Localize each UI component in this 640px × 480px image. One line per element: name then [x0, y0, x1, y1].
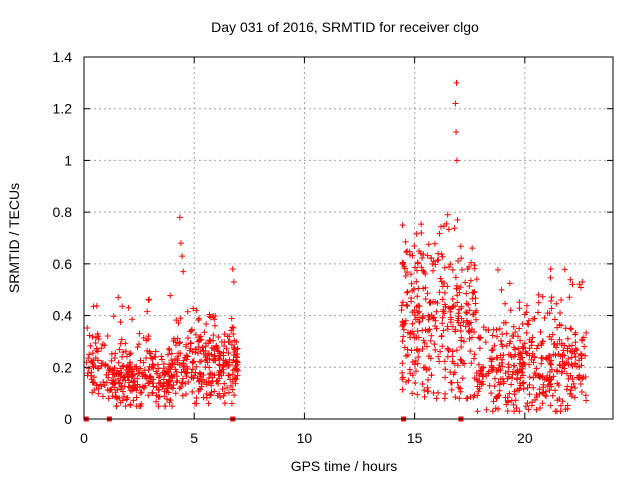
y-tick-label: 0 — [64, 411, 72, 427]
y-tick-label: 0.6 — [53, 256, 73, 272]
y-tick-label: 0.2 — [53, 359, 73, 375]
x-tick-label: 10 — [297, 430, 313, 446]
y-tick-label: 0.8 — [53, 204, 73, 220]
x-tick-label: 5 — [190, 430, 198, 446]
x-axis-label: GPS time / hours — [291, 458, 398, 474]
y-tick-label: 0.4 — [53, 308, 73, 324]
x-tick-label: 20 — [517, 430, 533, 446]
y-tick-label: 1.2 — [53, 101, 73, 117]
x-tick-label: 15 — [407, 430, 423, 446]
x-tick-label: 0 — [80, 430, 88, 446]
chart-title: Day 031 of 2016, SRMTID for receiver clg… — [211, 19, 479, 35]
y-tick-label: 1.4 — [53, 49, 73, 65]
y-axis-label: SRMTID / TECUs — [6, 183, 22, 293]
y-tick-label: 1 — [64, 152, 72, 168]
srmtid-chart: 0 0.2 0.4 0.6 0.8 1 1.2 1.4 0 5 10 15 20 Day 031 of … — [0, 0, 640, 480]
chart-background — [0, 0, 640, 480]
